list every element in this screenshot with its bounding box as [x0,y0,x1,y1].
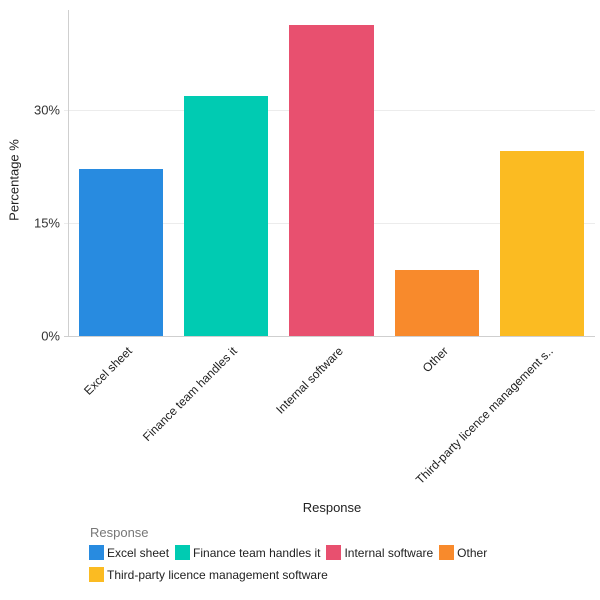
y-tick-label: 0% [41,328,60,344]
x-axis-title: Response [302,500,362,515]
y-tick-label: 15% [33,215,60,231]
legend-item[interactable]: Internal software [326,545,433,560]
y-axis-line [68,10,69,337]
legend-item[interactable]: Excel sheet [89,545,169,560]
legend-swatch-icon [326,545,342,560]
bar-third-party-licence-management-software [500,150,585,336]
bar-excel-sheet [78,168,163,336]
legend-label: Internal software [344,545,434,560]
legend-swatch-icon [89,567,104,582]
x-tick-label: Finance team handles it [140,344,240,444]
legend-label: Other [457,545,488,560]
x-tick-label: Internal software [272,344,346,417]
y-tick-label: 30% [33,102,60,118]
legend-item[interactable]: Finance team handles it [175,545,320,560]
legend-swatch-icon [439,545,455,560]
x-tick-label: Excel sheet [80,344,135,398]
bar-internal-software [289,24,374,336]
y-axis-title: Percentage % [6,139,22,221]
bar-other [394,269,480,336]
legend-item[interactable]: Other [439,545,487,560]
legend-title: Response [90,525,149,540]
legend-label: Excel sheet [107,545,170,560]
legend-swatch-icon [175,545,191,560]
legend-label: Finance team handles it [193,545,321,560]
legend-item[interactable]: Third-party licence management software [89,567,328,582]
legend-swatch-icon [89,545,104,560]
x-axis-line [64,336,595,337]
legend-label: Third-party licence management software [107,567,328,582]
legend: Excel sheet Finance team handles it Intern… [89,545,559,582]
bar-finance-team-handles-it [183,96,269,336]
x-tick-label: Other [419,344,451,376]
